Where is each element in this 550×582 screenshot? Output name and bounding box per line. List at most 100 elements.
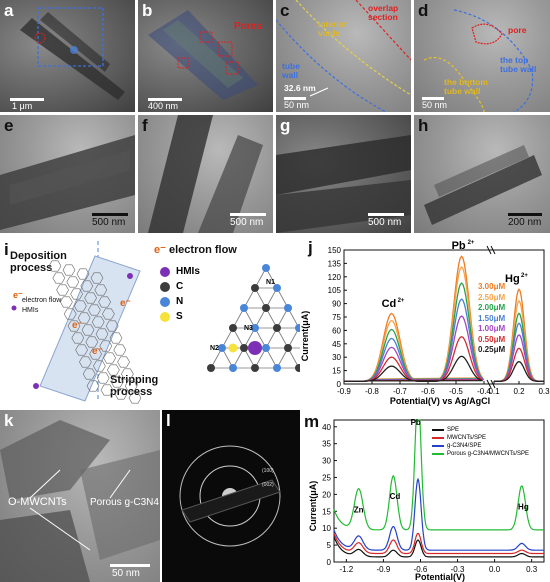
lattice-atom (284, 344, 292, 352)
hexagon-cell (85, 336, 99, 348)
tem-image-c (276, 0, 411, 112)
lattice-atom (262, 264, 270, 272)
scale-text-a: 1 μm (12, 101, 33, 111)
hexagon-cell (107, 364, 120, 376)
panel-l: (100) (002) l (162, 410, 300, 582)
y-axis-label-j: Current(μA) (300, 311, 310, 362)
hexagon-cell (102, 308, 115, 320)
y-tick-label-m: 40 (322, 423, 331, 432)
legend-gc3n4-label: g-C3N4/SPE (447, 443, 482, 449)
panel-e: e 500 nm (0, 115, 135, 233)
lattice-atom (240, 344, 248, 352)
sulfur-atom (228, 343, 238, 353)
ion-label-Pb: Pb (452, 240, 466, 252)
scale-bar-k (110, 564, 150, 567)
axis-break-mark (490, 379, 496, 389)
conc-2.50: 2.50μM (478, 292, 506, 302)
x-tick-label-j: 0.3 (538, 387, 550, 396)
hexagon-cell (80, 280, 94, 292)
y-axis-label-m: Current(μA) (308, 481, 318, 532)
scale-bar-d (422, 97, 444, 100)
lattice-atom (295, 324, 300, 332)
axis-break-mark (486, 245, 492, 255)
x-tick-label-m: -1.2 (339, 565, 353, 574)
hexagon-cell (48, 260, 62, 272)
hexagon-cell (95, 328, 109, 340)
panel-label-b: b (142, 1, 153, 20)
hexagon-cell (67, 320, 81, 332)
lattice-atom (229, 324, 237, 332)
hexagon-cell (113, 344, 127, 356)
tem-image-h (424, 145, 542, 225)
y-tick-label-j: 30 (332, 353, 341, 362)
series-line-0.50μM (344, 335, 483, 382)
panel-k: k O-MWCNTs Porous g-C3N4 50 nm (0, 410, 160, 582)
swv-concentration-chart: Current(μA) Potential(V) vs Ag/AgCl 0 15 3… (300, 240, 550, 406)
hexagon-cell (89, 348, 102, 360)
o-mwcnts-annotation: O-MWCNTs (8, 496, 67, 508)
lattice-atom (229, 364, 237, 372)
panel-label-j: j (308, 238, 313, 257)
hexagon-cell (75, 344, 88, 356)
legend-n-label: N (176, 296, 184, 307)
x-tick-label-j: 0.1 (488, 387, 500, 396)
lattice-atom (251, 284, 259, 292)
x-tick-label-j: -0.7 (393, 387, 407, 396)
x-axis-label-j: Potential(V) vs Ag/AgCl (390, 396, 490, 406)
y-tick-label-m: 0 (327, 558, 332, 567)
electrode-legend: SPE MWCNTs/SPE g-C3N4/SPE Porous g-C3N4/… (432, 426, 529, 458)
panel-a: a 1 μm (0, 0, 135, 112)
panel-label-d: d (418, 1, 429, 20)
hexagon-cell (105, 320, 119, 332)
y-tick-label-m: 30 (322, 457, 331, 466)
atom-legend: HMIs C N S (160, 264, 200, 324)
series-line-MWCNTs/SPE (333, 532, 544, 555)
scale-text-d: 50 nm (422, 100, 448, 110)
panel-m: m Current(μA) Potential(V) 0 5 10 15 20 25 30 3… (300, 410, 550, 582)
x-tick-label-j: -0.4 (477, 387, 491, 396)
x-tick-label-j: -0.5 (449, 387, 463, 396)
lattice-atom (295, 364, 300, 372)
panel-label-e: e (4, 116, 14, 135)
hexagon-cell (124, 380, 138, 392)
conc-2.00: 2.00μM (478, 303, 506, 312)
x-tick-label-j: -0.9 (337, 387, 351, 396)
swv-electrode-comparison-chart: Current(μA) Potential(V) 0 5 10 15 20 25 30 35 4… (308, 418, 545, 582)
y-tick-label-j: 135 (328, 259, 342, 268)
legend-spe: SPE (432, 426, 529, 434)
hexagon-cell (99, 340, 113, 352)
legend-c-label: C (176, 281, 184, 292)
hexagon-cell (109, 332, 123, 344)
hexagon-cell (70, 288, 83, 300)
interior-voids-annotation: interior voids (318, 19, 348, 38)
y-tick-label-m: 10 (322, 524, 331, 533)
ring-label-002: (002) (262, 482, 274, 488)
lattice-atom (251, 364, 259, 372)
hexagon-cell (63, 308, 77, 320)
atom-n3-label: N3 (244, 325, 253, 332)
ion-label-Pb: Pb (411, 418, 421, 427)
hexagon-cell (91, 316, 105, 328)
scale-bar-b (148, 98, 182, 101)
series-line-1.00μM (344, 315, 485, 382)
series-line-2.00μM (344, 282, 485, 382)
panel-f: f 500 nm (138, 115, 273, 233)
legend-item-n: N (160, 294, 200, 309)
panel-j: j Current(μA) Potential(V) vs Ag/AgCl 0 1… (300, 236, 550, 406)
hmis-dot (160, 266, 170, 277)
hexagon-cell (82, 368, 96, 380)
x-tick-label-j: -0.8 (365, 387, 379, 396)
lattice-atom (262, 304, 270, 312)
legend-porous: Porous g-C3N4/MWCNTs/SPE (432, 450, 529, 458)
legend-item-hmis: HMIs (160, 264, 200, 279)
carbon-dot (160, 281, 170, 292)
y-tick-label-j: 45 (332, 340, 341, 349)
porous-gc3n4-annotation: Porous g-C3N4 (90, 497, 159, 508)
panel-label-h: h (418, 116, 429, 135)
series-line-Porous g-C3N4/MWCNTs/SPE (333, 419, 544, 531)
x-tick-label-m: 0.3 (526, 565, 538, 574)
svg-text:e⁻: e⁻ (72, 320, 83, 331)
legend-mwcnts-label: MWCNTs/SPE (447, 435, 486, 441)
saed-pattern: (100) (002) (179, 445, 281, 547)
hexagon-cell (114, 388, 128, 400)
